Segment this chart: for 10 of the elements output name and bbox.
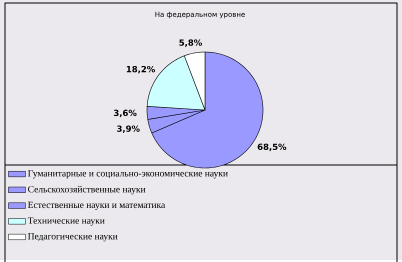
legend-label: Естественные науки и математика <box>28 202 166 210</box>
data-label: 18,2% <box>126 66 156 74</box>
data-label: 3,6% <box>114 109 137 117</box>
legend-label: Технические науки <box>28 217 105 226</box>
data-label: 68,5% <box>258 143 286 151</box>
legend-label: Гуманитарные и социально-экономические науки <box>28 170 228 178</box>
legend-label: Педагогические науки <box>28 232 118 242</box>
data-label: 3,9% <box>117 125 140 133</box>
legend-label: Сельскохозяйственные науки <box>28 186 146 194</box>
data-label: 5,8% <box>179 39 202 47</box>
